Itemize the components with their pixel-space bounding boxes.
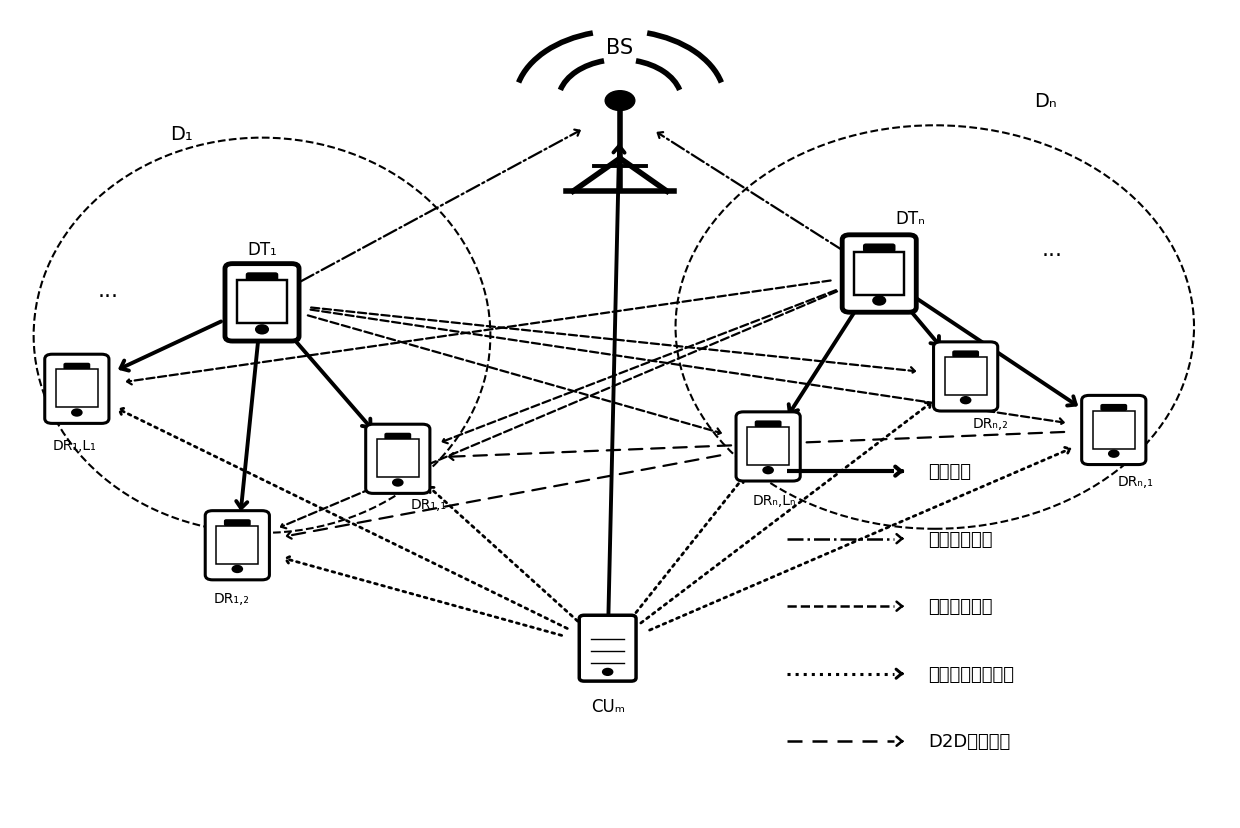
FancyBboxPatch shape [206,511,269,580]
Text: DR₁,₂: DR₁,₂ [213,591,249,605]
Text: DR₁,₁: DR₁,₁ [410,498,446,512]
FancyBboxPatch shape [1081,396,1146,465]
FancyBboxPatch shape [224,264,299,342]
Text: DR₁,L₁: DR₁,L₁ [52,438,97,452]
Text: DRₙ,₂: DRₙ,₂ [972,416,1008,431]
Text: DRₙ,Lₙ: DRₙ,Lₙ [753,493,796,508]
FancyBboxPatch shape [842,235,916,313]
Circle shape [605,92,635,111]
Text: 簇内干扰链路: 簇内干扰链路 [929,530,993,548]
FancyBboxPatch shape [56,370,98,408]
FancyBboxPatch shape [737,412,800,481]
FancyBboxPatch shape [756,422,780,427]
FancyBboxPatch shape [854,253,904,296]
FancyBboxPatch shape [934,343,998,412]
FancyBboxPatch shape [1101,406,1126,411]
FancyBboxPatch shape [216,527,258,564]
Circle shape [232,566,242,572]
Circle shape [961,397,971,404]
Text: D2D干扰链路: D2D干扰链路 [929,732,1011,750]
Text: ...: ... [1042,239,1063,259]
Text: 簇间干扰链路: 簇间干扰链路 [929,598,993,615]
Text: ...: ... [97,281,118,301]
Text: BS: BS [606,38,634,58]
FancyBboxPatch shape [45,354,109,424]
FancyBboxPatch shape [954,352,978,357]
FancyBboxPatch shape [248,275,277,280]
Circle shape [257,326,268,334]
FancyBboxPatch shape [1092,412,1135,449]
FancyBboxPatch shape [386,434,410,439]
Text: D₁: D₁ [170,125,193,144]
FancyBboxPatch shape [237,281,286,324]
Text: 蜂窝上行干扰链路: 蜂窝上行干扰链路 [929,665,1014,683]
Text: CUₘ: CUₘ [590,697,625,715]
Circle shape [764,467,773,474]
Text: DRₙ,₁: DRₙ,₁ [1118,474,1154,489]
Text: DT₁: DT₁ [247,240,277,258]
FancyBboxPatch shape [224,521,249,526]
Text: Dₙ: Dₙ [1034,92,1058,111]
FancyBboxPatch shape [945,358,987,396]
FancyBboxPatch shape [579,615,636,681]
FancyBboxPatch shape [377,440,419,478]
FancyBboxPatch shape [64,364,89,369]
Text: DTₙ: DTₙ [895,209,925,227]
Circle shape [72,410,82,416]
FancyBboxPatch shape [366,425,430,493]
Circle shape [393,479,403,486]
Circle shape [874,297,885,305]
FancyBboxPatch shape [748,427,789,465]
Text: 信号链路: 信号链路 [929,463,972,480]
FancyBboxPatch shape [864,246,894,251]
Circle shape [1109,451,1118,457]
Circle shape [603,669,613,676]
